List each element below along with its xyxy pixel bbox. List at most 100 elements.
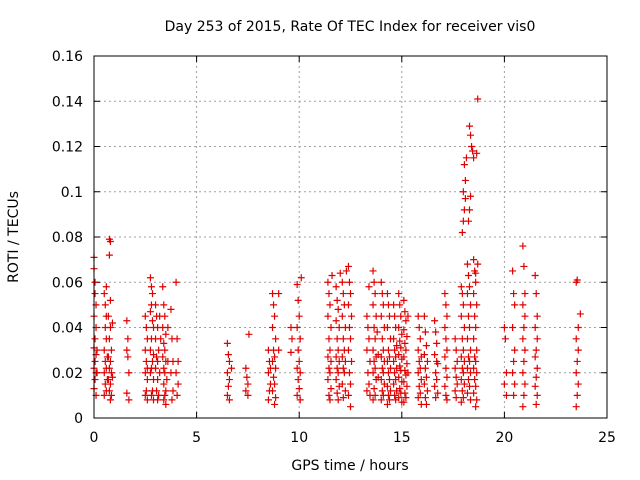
data-point-marker — [432, 328, 440, 336]
data-point-marker — [473, 369, 481, 377]
data-point-marker — [296, 369, 304, 377]
data-point-marker — [269, 290, 277, 298]
data-point-marker — [163, 376, 171, 384]
data-point-marker — [141, 312, 149, 320]
data-point-marker — [433, 339, 441, 347]
data-point-marker — [152, 301, 160, 309]
data-point-marker — [264, 369, 272, 377]
data-point-marker — [457, 353, 465, 361]
data-point-marker — [369, 396, 377, 404]
data-point-marker — [269, 357, 277, 365]
data-point-marker — [160, 339, 168, 347]
data-point-marker — [420, 312, 428, 320]
data-point-marker — [160, 396, 168, 404]
data-point-marker — [459, 188, 467, 196]
data-point-marker — [104, 353, 112, 361]
data-point-marker — [401, 389, 409, 397]
data-point-marker — [573, 276, 581, 284]
data-point-marker — [423, 357, 431, 365]
data-point-marker — [463, 389, 471, 397]
data-point-marker — [433, 357, 441, 365]
data-point-marker — [338, 312, 346, 320]
data-point-marker — [461, 176, 469, 184]
data-point-marker — [104, 376, 112, 384]
data-point-marker — [288, 335, 296, 343]
data-point-marker — [533, 335, 541, 343]
data-point-marker — [143, 376, 151, 384]
data-point-marker — [161, 312, 169, 320]
data-point-marker — [532, 400, 540, 408]
data-point-marker — [365, 283, 373, 291]
data-point-marker — [326, 346, 334, 354]
data-point-marker — [510, 290, 518, 298]
data-point-marker — [173, 335, 181, 343]
data-point-marker — [154, 396, 162, 404]
data-point-marker — [466, 122, 474, 130]
data-point-marker — [347, 403, 354, 411]
data-point-marker — [453, 380, 461, 388]
data-point-marker — [107, 346, 115, 354]
data-point-marker — [325, 335, 333, 343]
data-point-marker — [333, 296, 341, 304]
data-point-marker — [124, 335, 132, 343]
data-point-marker — [532, 346, 540, 354]
data-point-marker — [402, 317, 410, 325]
data-point-marker — [223, 369, 231, 377]
data-point-marker — [470, 389, 478, 397]
data-point-marker — [124, 353, 132, 361]
data-point-marker — [400, 378, 408, 386]
data-point-marker — [338, 380, 346, 388]
x-tick-label: 5 — [192, 430, 201, 446]
data-point-marker — [123, 317, 131, 325]
data-point-marker — [500, 324, 508, 331]
data-point-marker — [396, 385, 404, 393]
data-point-marker — [431, 317, 439, 325]
data-point-marker — [363, 312, 371, 320]
data-point-marker — [519, 242, 527, 250]
data-point-marker — [500, 380, 508, 388]
data-point-marker — [385, 353, 393, 361]
data-point-marker — [443, 312, 451, 320]
data-point-marker — [473, 301, 481, 309]
data-point-marker — [327, 324, 335, 331]
data-point-marker — [295, 357, 303, 365]
data-point-marker — [387, 387, 395, 395]
data-point-marker — [227, 364, 235, 372]
data-point-marker — [510, 391, 518, 399]
data-point-marker — [377, 312, 385, 320]
y-tick-label: 0.16 — [52, 49, 83, 65]
data-point-marker — [466, 283, 474, 291]
data-point-marker — [471, 353, 479, 361]
data-point-marker — [272, 394, 280, 402]
data-point-marker — [370, 324, 378, 331]
data-point-marker — [225, 396, 233, 404]
data-point-marker — [363, 387, 371, 395]
data-point-marker — [385, 376, 393, 384]
data-point-marker — [453, 357, 461, 365]
data-point-marker — [162, 330, 170, 338]
data-point-marker — [452, 346, 460, 354]
data-point-marker — [93, 369, 101, 377]
data-point-marker — [519, 403, 527, 411]
data-point-marker — [397, 312, 405, 320]
data-point-marker — [369, 267, 377, 275]
data-point-marker — [400, 353, 408, 361]
data-point-marker — [466, 324, 474, 331]
data-point-marker — [383, 357, 391, 365]
data-point-marker — [402, 346, 410, 354]
data-point-marker — [422, 373, 430, 381]
data-point-marker — [391, 312, 399, 320]
data-point-marker — [511, 346, 519, 354]
data-point-marker — [520, 391, 528, 399]
data-point-marker — [152, 364, 160, 372]
x-tick-label: 10 — [290, 430, 308, 446]
data-point-marker — [400, 398, 408, 406]
data-point-marker — [294, 346, 302, 354]
data-point-marker — [384, 369, 392, 377]
data-point-marker — [107, 369, 115, 377]
y-tick-label: 0.06 — [52, 275, 83, 291]
data-point-marker — [344, 391, 352, 399]
data-point-marker — [332, 353, 340, 361]
data-point-marker — [104, 312, 112, 320]
data-point-marker — [224, 351, 232, 359]
